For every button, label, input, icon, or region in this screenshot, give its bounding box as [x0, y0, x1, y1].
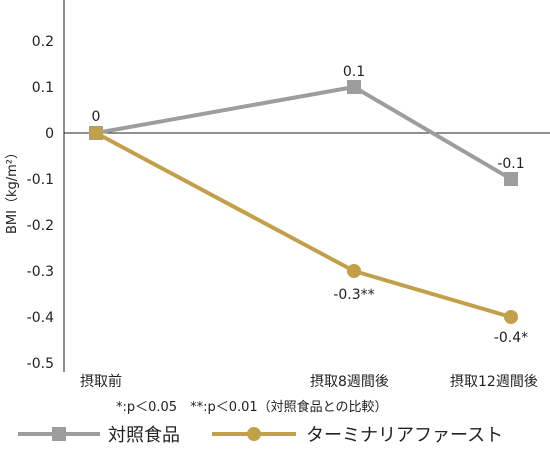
- series-layer: [89, 80, 518, 324]
- series-point: [504, 172, 518, 186]
- y-tick-label: -0.4: [27, 310, 54, 326]
- legend-swatch-marker: [247, 427, 261, 441]
- series-point: [504, 310, 518, 324]
- y-tick-label: -0.1: [27, 172, 54, 188]
- y-tick-label: -0.2: [27, 218, 54, 234]
- data-label: -0.4*: [494, 330, 528, 346]
- legend-swatch-marker: [52, 427, 66, 441]
- data-label: 0: [92, 109, 101, 125]
- x-tick-label: 摂取8週間後: [310, 374, 389, 390]
- y-tick-label: 0.2: [32, 34, 54, 50]
- data-label: 0.1: [343, 64, 365, 80]
- y-tick-label: -0.3: [27, 264, 54, 280]
- data-label: -0.3**: [333, 287, 374, 303]
- y-axis-label: BMI（kg/m²）: [5, 146, 20, 234]
- x-tick-labels: 摂取前 摂取8週間後 摂取12週間後: [80, 373, 538, 390]
- data-labels: 0.1 -0.1 0 -0.3** -0.4*: [92, 64, 529, 346]
- x-tick-label: 摂取12週間後: [450, 374, 538, 390]
- series-point: [347, 80, 361, 94]
- legend-label: 対照食品: [108, 425, 180, 446]
- x-tick-label: 摂取前: [80, 373, 122, 390]
- legend: 対照食品 ターミナリアファースト: [18, 425, 503, 446]
- legend-label: ターミナリアファースト: [306, 425, 503, 446]
- series-point: [347, 264, 361, 278]
- y-tick-label: 0: [45, 126, 54, 142]
- significance-note: *:p＜0.05 **:p＜0.01（対照食品との比較）: [116, 399, 388, 415]
- data-label: -0.1: [497, 156, 524, 172]
- axes: [63, 0, 550, 372]
- series-point: [89, 126, 103, 140]
- y-tick-label: -0.5: [27, 356, 54, 372]
- y-tick-labels: 0.2 0.1 0 -0.1 -0.2 -0.3 -0.4 -0.5: [27, 34, 54, 372]
- series-line: [95, 131, 512, 319]
- y-tick-label: 0.1: [32, 80, 54, 96]
